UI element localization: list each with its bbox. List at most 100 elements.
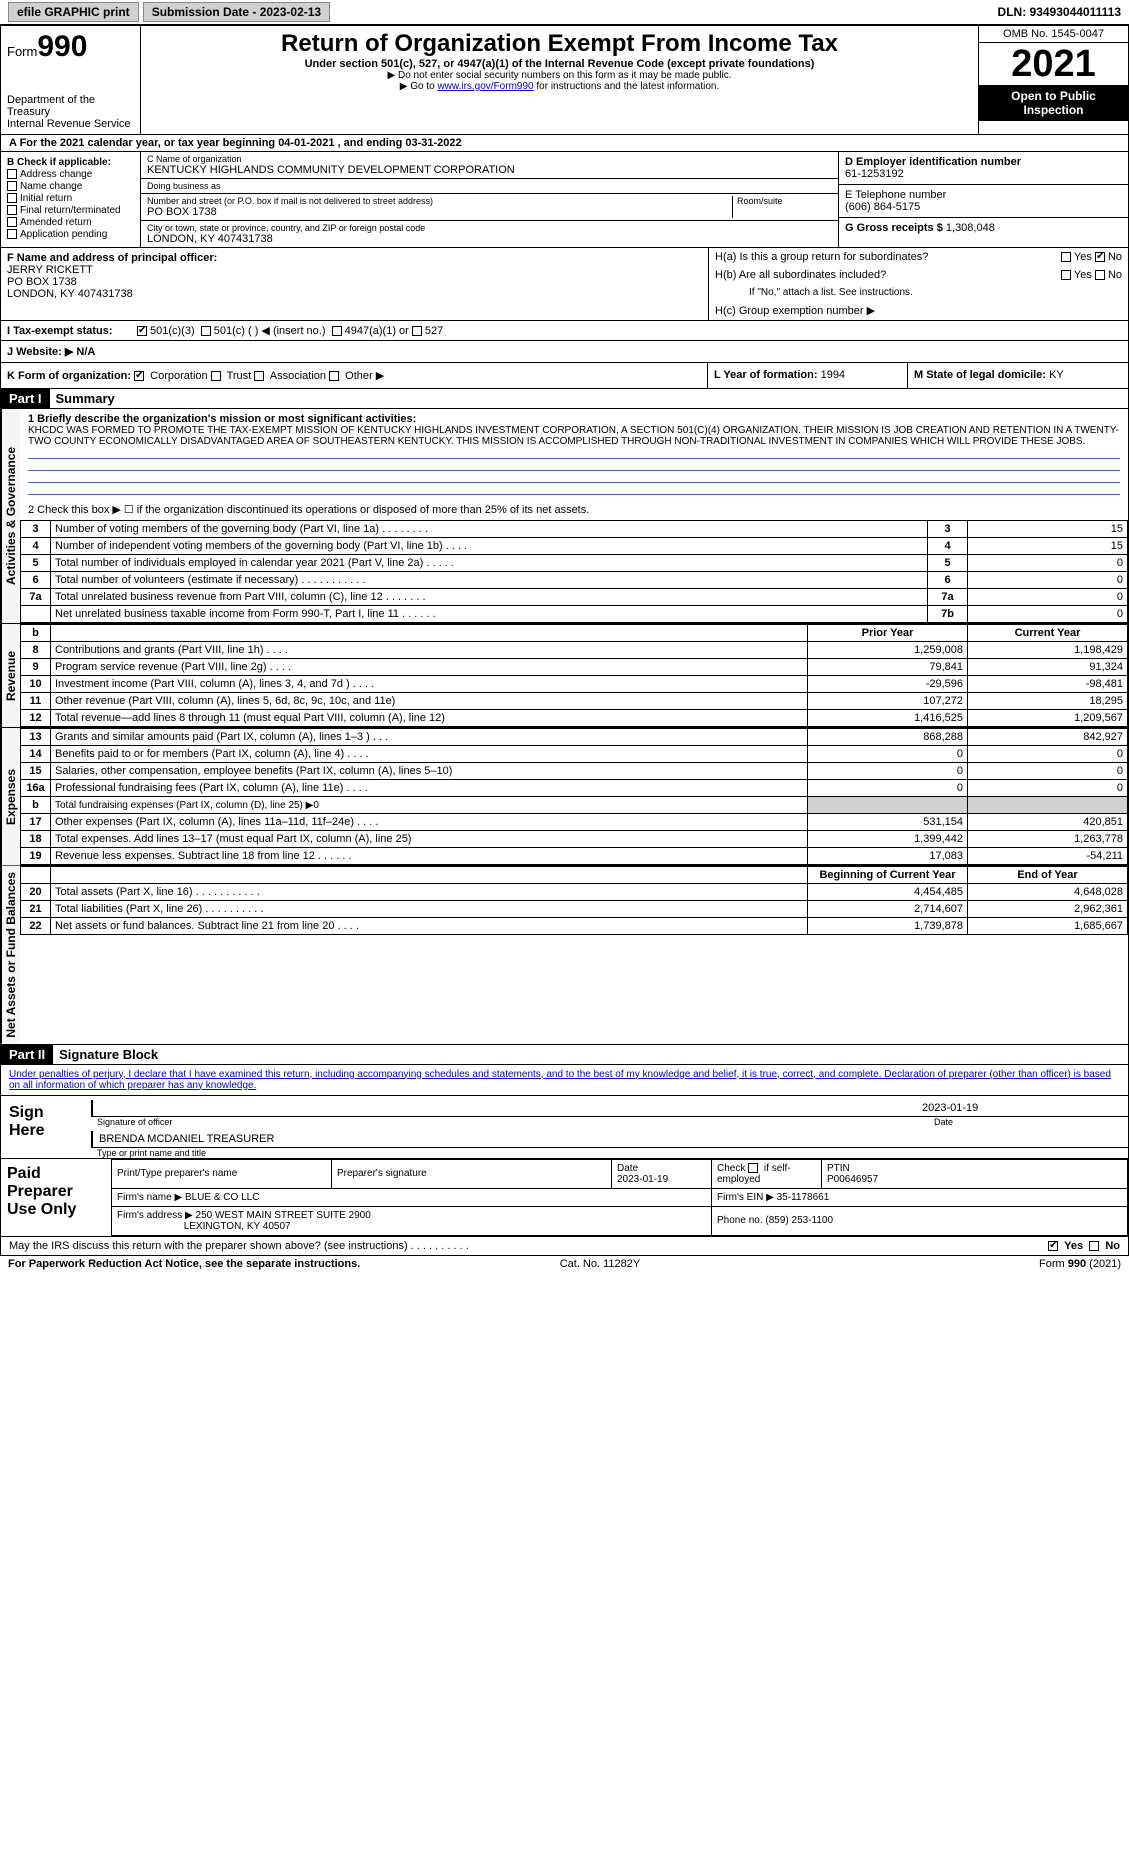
lbl-corporation: Corporation: [150, 370, 207, 382]
prep-date-hdr: Date: [617, 1163, 638, 1174]
form-title: Return of Organization Exempt From Incom…: [147, 30, 972, 58]
net-assets-table: Beginning of Current Year End of Year20 …: [20, 866, 1128, 935]
state-domicile-value: KY: [1049, 369, 1064, 381]
chk-initial-return[interactable]: [7, 193, 17, 203]
prior-value: 1,259,008: [808, 642, 968, 659]
prep-sig-hdr: Preparer's signature: [332, 1159, 612, 1188]
section-fh: F Name and address of principal officer:…: [0, 248, 1129, 321]
chk-hb-no[interactable]: [1095, 270, 1105, 280]
box-m: M State of legal domicile: KY: [908, 363, 1128, 388]
state-domicile-label: M State of legal domicile:: [914, 369, 1046, 381]
submission-date-button[interactable]: Submission Date - 2023-02-13: [143, 2, 330, 22]
current-value: 18,295: [968, 693, 1128, 710]
line-label: Grants and similar amounts paid (Part IX…: [51, 729, 808, 746]
line-value: 0: [968, 606, 1128, 623]
activities-governance-section: Activities & Governance 1 Briefly descri…: [0, 409, 1129, 624]
top-bar: efile GRAPHIC print Submission Date - 20…: [0, 0, 1129, 25]
chk-527[interactable]: [412, 326, 422, 336]
vtab-net-assets: Net Assets or Fund Balances: [1, 866, 20, 1044]
tax-year: 2021: [979, 43, 1128, 85]
discuss-no: No: [1105, 1240, 1120, 1252]
chk-other[interactable]: [329, 371, 339, 381]
lbl-yes: Yes: [1074, 251, 1092, 263]
mission-text: KHCDC WAS FORMED TO PROMOTE THE TAX-EXEM…: [28, 425, 1120, 447]
paid-preparer-block: Paid Preparer Use Only Print/Type prepar…: [0, 1159, 1129, 1237]
line-label: Program service revenue (Part VIII, line…: [51, 659, 808, 676]
chk-amended-return[interactable]: [7, 217, 17, 227]
discuss-yes: Yes: [1064, 1240, 1083, 1252]
chk-name-change[interactable]: [7, 181, 17, 191]
line-b: b: [21, 625, 51, 642]
line-label: Total expenses. Add lines 13–17 (must eq…: [51, 831, 808, 848]
sign-here-block: Sign Here 2023-01-19 Signature of office…: [0, 1096, 1129, 1159]
chk-final-return[interactable]: [7, 205, 17, 215]
lbl-initial-return: Initial return: [20, 193, 72, 204]
line-num: 16a: [21, 780, 51, 797]
vtab-revenue: Revenue: [1, 624, 20, 727]
part-1-header: Part I Summary: [0, 389, 1129, 409]
line-value: 15: [968, 521, 1128, 538]
blank: [51, 625, 808, 642]
line-value: 0: [968, 555, 1128, 572]
city-value: LONDON, KY 407431738: [147, 233, 832, 245]
line-num: 4: [21, 538, 51, 555]
line-box: 5: [928, 555, 968, 572]
section-bcd: B Check if applicable: Address change Na…: [0, 152, 1129, 248]
row-i-tax-exempt: I Tax-exempt status: 501(c)(3) 501(c) ( …: [0, 321, 1129, 341]
lbl-no-2: No: [1108, 269, 1122, 281]
chk-self-employed[interactable]: [748, 1163, 758, 1173]
chk-hb-yes[interactable]: [1061, 270, 1071, 280]
h-b-note: If "No," attach a list. See instructions…: [709, 284, 1128, 301]
current-value: 91,324: [968, 659, 1128, 676]
chk-address-change[interactable]: [7, 169, 17, 179]
current-value: 1,263,778: [968, 831, 1128, 848]
blueline-3: [28, 471, 1120, 483]
chk-corporation[interactable]: [134, 371, 144, 381]
line-box: 6: [928, 572, 968, 589]
line-label: Total liabilities (Part X, line 26) . . …: [51, 901, 808, 918]
sign-here-label: Sign Here: [1, 1096, 91, 1158]
row-klm: K Form of organization: Corporation Trus…: [0, 363, 1129, 389]
lbl-association: Association: [270, 370, 326, 382]
chk-trust[interactable]: [211, 371, 221, 381]
efile-button[interactable]: efile GRAPHIC print: [8, 2, 139, 22]
paid-preparer-label: Paid Preparer Use Only: [1, 1159, 111, 1236]
chk-application-pending[interactable]: [7, 229, 17, 239]
chk-4947[interactable]: [332, 326, 342, 336]
current-value: -54,211: [968, 848, 1128, 865]
chk-discuss-no[interactable]: [1089, 1241, 1099, 1251]
row-a-tax-year: A For the 2021 calendar year, or tax yea…: [0, 135, 1129, 152]
phone-value: (606) 864-5175: [845, 201, 1122, 213]
chk-501c[interactable]: [201, 326, 211, 336]
prior-value: 1,416,525: [808, 710, 968, 727]
officer-label: F Name and address of principal officer:: [7, 252, 702, 264]
prior-value: 17,083: [808, 848, 968, 865]
sig-date-label: Date: [928, 1117, 1128, 1127]
line-2: 2 Check this box ▶ ☐ if the organization…: [20, 499, 1128, 520]
irs-link[interactable]: www.irs.gov/Form990: [437, 81, 533, 92]
blueline-4: [28, 483, 1120, 495]
firm-addr-label: Firm's address ▶: [117, 1210, 193, 1221]
prior-value: 79,841: [808, 659, 968, 676]
prior-value: -29,596: [808, 676, 968, 693]
ein-value: 61-1253192: [845, 168, 1122, 180]
line-label: Total assets (Part X, line 16) . . . . .…: [51, 884, 808, 901]
box-c: C Name of organization KENTUCKY HIGHLAND…: [141, 152, 838, 247]
chk-discuss-yes[interactable]: [1048, 1241, 1058, 1251]
form-note-ssn: ▶ Do not enter social security numbers o…: [147, 70, 972, 81]
line-num: 12: [21, 710, 51, 727]
form-number: 990: [37, 30, 87, 63]
chk-association[interactable]: [254, 371, 264, 381]
dln-label: DLN: 93493044011113: [998, 5, 1121, 19]
chk-501c3[interactable]: [137, 326, 147, 336]
year-formation-label: L Year of formation:: [714, 369, 818, 381]
blueline-2: [28, 459, 1120, 471]
chk-ha-no[interactable]: [1095, 252, 1105, 262]
line-num: 11: [21, 693, 51, 710]
org-name-label: C Name of organization: [147, 154, 832, 164]
current-value: 0: [968, 763, 1128, 780]
row-j-website: J Website: ▶ N/A: [0, 341, 1129, 363]
current-value: 0: [968, 780, 1128, 797]
beginning-value: 4,454,485: [808, 884, 968, 901]
chk-ha-yes[interactable]: [1061, 252, 1071, 262]
